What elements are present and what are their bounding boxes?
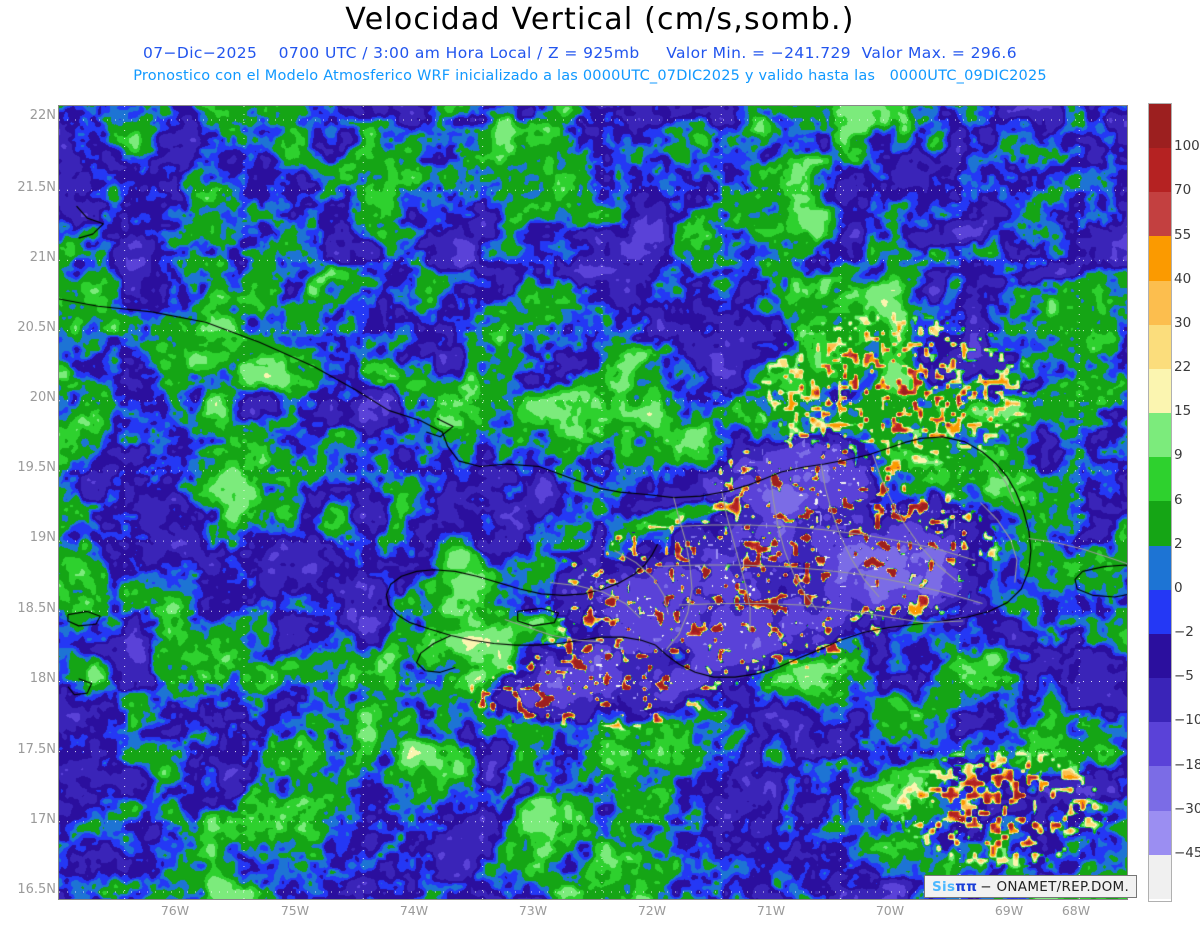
map-plot-area[interactable] bbox=[58, 105, 1128, 900]
x-tick-label: 73W bbox=[518, 903, 548, 918]
colorbar-tick-label: −18 bbox=[1174, 756, 1200, 773]
pi-logo-glyph: ππ bbox=[955, 878, 978, 895]
colorbar-tick-label: −2 bbox=[1174, 624, 1194, 640]
sis-logo-text: Sis bbox=[932, 878, 956, 895]
colorbar-band bbox=[1149, 722, 1171, 767]
x-tick-label: 76W bbox=[160, 903, 190, 918]
colorbar-band bbox=[1149, 633, 1171, 679]
y-tick-label: 20N bbox=[29, 390, 56, 405]
colorbar-band bbox=[1149, 589, 1171, 634]
chart-subtitle-primary: 07−Dic−2025 0700 UTC / 3:00 am Hora Loca… bbox=[142, 44, 1018, 62]
chart-subtitle-secondary: Pronostico con el Modelo Atmosferico WRF… bbox=[133, 68, 1047, 84]
colorbar-tick-label: 22 bbox=[1174, 359, 1192, 375]
colorbar-tick-label: −5 bbox=[1174, 668, 1194, 685]
colorbar-band bbox=[1149, 457, 1171, 502]
y-tick-label: 17.5N bbox=[17, 742, 56, 757]
colorbar-band bbox=[1149, 324, 1171, 369]
vertical-velocity-field bbox=[59, 106, 1127, 899]
colorbar-tick-label: −10 bbox=[1174, 712, 1200, 729]
colorbar-band bbox=[1149, 148, 1171, 193]
colorbar-tick-label: 9 bbox=[1174, 447, 1183, 464]
colorbar-tick-label: −30 bbox=[1174, 800, 1200, 817]
x-tick-label: 74W bbox=[399, 903, 429, 918]
y-tick-label: 19.5N bbox=[17, 460, 56, 475]
y-tick-label: 18N bbox=[29, 671, 56, 686]
colorbar-band bbox=[1149, 236, 1171, 281]
x-tick-label: 75W bbox=[280, 903, 310, 918]
colorbar-tick-label: 100 bbox=[1174, 138, 1200, 155]
colorbar-band bbox=[1149, 766, 1171, 811]
y-tick-label: 18.5N bbox=[17, 601, 56, 616]
x-tick-label: 70W bbox=[875, 903, 905, 918]
organization-label: − ONAMET/REP.DOM. bbox=[980, 878, 1130, 895]
y-tick-label: 20.5N bbox=[17, 320, 56, 335]
colorbar-band bbox=[1149, 501, 1171, 546]
x-tick-label: 71W bbox=[756, 903, 786, 918]
colorbar-tick-label: 0 bbox=[1174, 579, 1183, 596]
colorbar-tick-label: 70 bbox=[1174, 182, 1192, 199]
colorbar-band bbox=[1149, 810, 1171, 855]
colorbar-tick-label: 2 bbox=[1174, 535, 1183, 552]
x-tick-label: 68W bbox=[1061, 903, 1091, 918]
y-tick-label: 16.5N bbox=[17, 882, 56, 897]
chart-title: Velocidad Vertical (cm/s,somb.) bbox=[345, 2, 855, 37]
colorbar-band bbox=[1149, 545, 1171, 590]
colorbar-band bbox=[1149, 192, 1171, 237]
x-tick-label: 69W bbox=[994, 903, 1024, 918]
colorbar-band bbox=[1149, 413, 1171, 458]
y-tick-label: 21.5N bbox=[17, 180, 56, 195]
colorbar-band bbox=[1149, 854, 1171, 899]
colorbar-tick-label: −45 bbox=[1174, 844, 1200, 861]
colorbar-tick-label: 15 bbox=[1174, 403, 1192, 420]
colorbar-tick-label: 30 bbox=[1174, 314, 1192, 331]
y-tick-label: 19N bbox=[29, 530, 56, 545]
colorbar-band bbox=[1149, 280, 1171, 325]
colorbar[interactable] bbox=[1148, 103, 1172, 902]
colorbar-band bbox=[1149, 368, 1171, 414]
colorbar-tick-label: 6 bbox=[1174, 491, 1183, 508]
y-tick-label: 17N bbox=[29, 812, 56, 827]
attribution-badge: Sis ππ − ONAMET/REP.DOM. bbox=[924, 875, 1138, 898]
x-tick-label: 72W bbox=[637, 903, 667, 918]
colorbar-tick-label: 55 bbox=[1174, 226, 1192, 243]
colorbar-band bbox=[1149, 678, 1171, 723]
y-tick-label: 22N bbox=[29, 108, 56, 123]
colorbar-band bbox=[1149, 104, 1171, 149]
colorbar-tick-label: 40 bbox=[1174, 270, 1192, 287]
y-tick-label: 21N bbox=[29, 250, 56, 265]
